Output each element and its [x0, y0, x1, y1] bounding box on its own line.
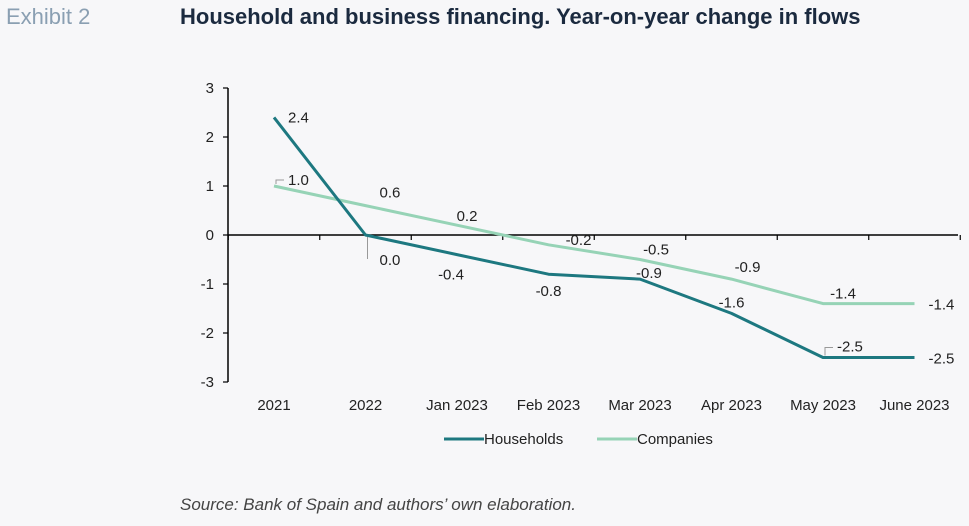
y-tick-label: -3: [201, 374, 214, 391]
data-label-companies: -1.4: [929, 297, 955, 314]
data-label-companies: -0.2: [566, 232, 592, 249]
label-leader-line: [824, 347, 833, 356]
x-tick-label: Mar 2023: [608, 397, 671, 414]
legend-label-companies: Companies: [637, 431, 713, 448]
data-label-households: -0.4: [438, 267, 464, 284]
data-labels: 2.4 0.0 -0.4 -0.8 -0.9 -1.6 -2.5 -2.5 1.0 0.6 0.2 -…: [275, 109, 955, 368]
y-tick-label: -1: [201, 276, 214, 293]
data-label-households: 2.4: [288, 109, 309, 126]
x-tick-label: 2021: [257, 397, 290, 414]
data-label-companies: 0.2: [457, 208, 478, 225]
data-label-households: -1.6: [719, 294, 745, 311]
data-label-companies: 1.0: [288, 172, 309, 189]
data-label-households: 0.0: [380, 252, 401, 269]
chart-legend: Households Companies: [444, 431, 713, 448]
x-tick-label: June 2023: [879, 397, 949, 414]
x-tick-label: Feb 2023: [517, 397, 580, 414]
y-tick-label: 0: [206, 227, 214, 244]
series-line-companies: [273, 184, 915, 306]
data-label-households: -2.5: [837, 339, 863, 356]
data-label-companies: -1.4: [830, 286, 856, 303]
data-label-companies: -0.9: [735, 259, 761, 276]
y-tick-label: 2: [206, 129, 214, 146]
exhibit-label: Exhibit 2: [6, 4, 91, 29]
source-note: Source: Bank of Spain and authors’ own e…: [180, 495, 576, 514]
series-line-households: [272, 116, 915, 359]
chart-title: Household and business financing. Year-o…: [180, 4, 861, 29]
chart-axes: 3 2 1 0 -1 -2 -3 2021 2022 Jan 2023 Feb 2023 Mar 20…: [201, 80, 961, 414]
data-label-households: -0.8: [536, 283, 562, 300]
label-leader-line: [275, 179, 284, 184]
y-tick-label: 1: [206, 178, 214, 195]
data-label-households: -2.5: [929, 351, 955, 368]
x-tick-label: 2022: [349, 397, 382, 414]
x-tick-label: May 2023: [790, 397, 856, 414]
y-tick-label: 3: [206, 80, 214, 97]
x-tick-label: Apr 2023: [701, 397, 762, 414]
data-label-companies: -0.5: [643, 242, 669, 259]
y-tick-label: -2: [201, 325, 214, 342]
series-lines: [272, 116, 915, 359]
x-tick-label: Jan 2023: [426, 397, 488, 414]
data-label-companies: 0.6: [380, 185, 401, 202]
legend-label-households: Households: [484, 431, 563, 448]
data-label-households: -0.9: [636, 265, 662, 282]
